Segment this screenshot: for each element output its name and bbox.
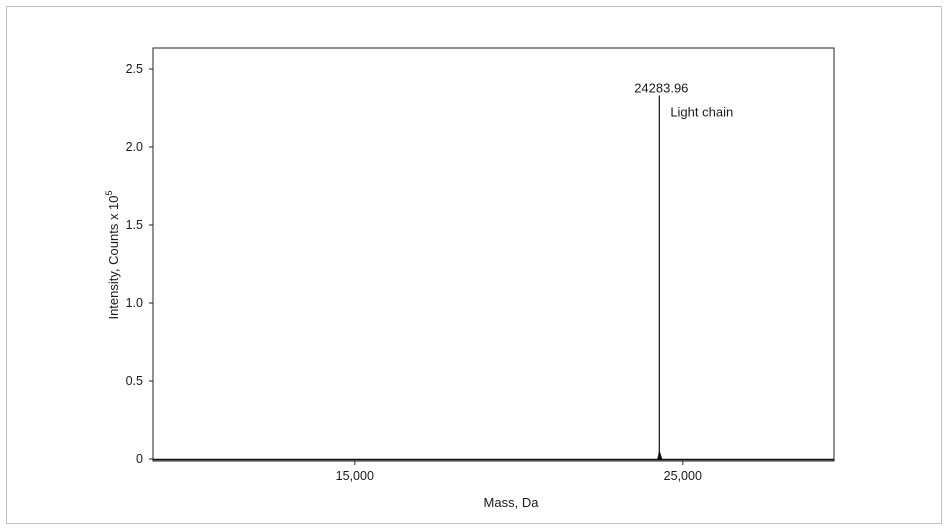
y-tick-label: 0 <box>136 452 143 466</box>
x-tick-label: 25,000 <box>664 469 702 483</box>
y-tick-label: 0.5 <box>126 374 143 388</box>
peak-name-label: Light chain <box>670 105 733 120</box>
y-axis-title: Intensity, Counts x 105 <box>104 190 121 319</box>
y-tick-label: 2.0 <box>126 140 143 154</box>
y-axis-title-exponent: 5 <box>104 190 114 195</box>
x-axis-title: Mass, Da <box>484 495 540 510</box>
y-tick-label: 1.0 <box>126 296 143 310</box>
spectrum-peak-base <box>657 449 663 459</box>
y-tick-label: 2.5 <box>126 62 143 76</box>
x-tick-label: 15,000 <box>336 469 374 483</box>
plot-area-frame <box>152 47 835 462</box>
y-axis-title-text: Intensity, Counts x 10 <box>106 195 121 319</box>
y-tick-label: 1.5 <box>126 218 143 232</box>
peak-mass-label: 24283.96 <box>634 81 688 96</box>
figure-frame <box>6 6 942 524</box>
